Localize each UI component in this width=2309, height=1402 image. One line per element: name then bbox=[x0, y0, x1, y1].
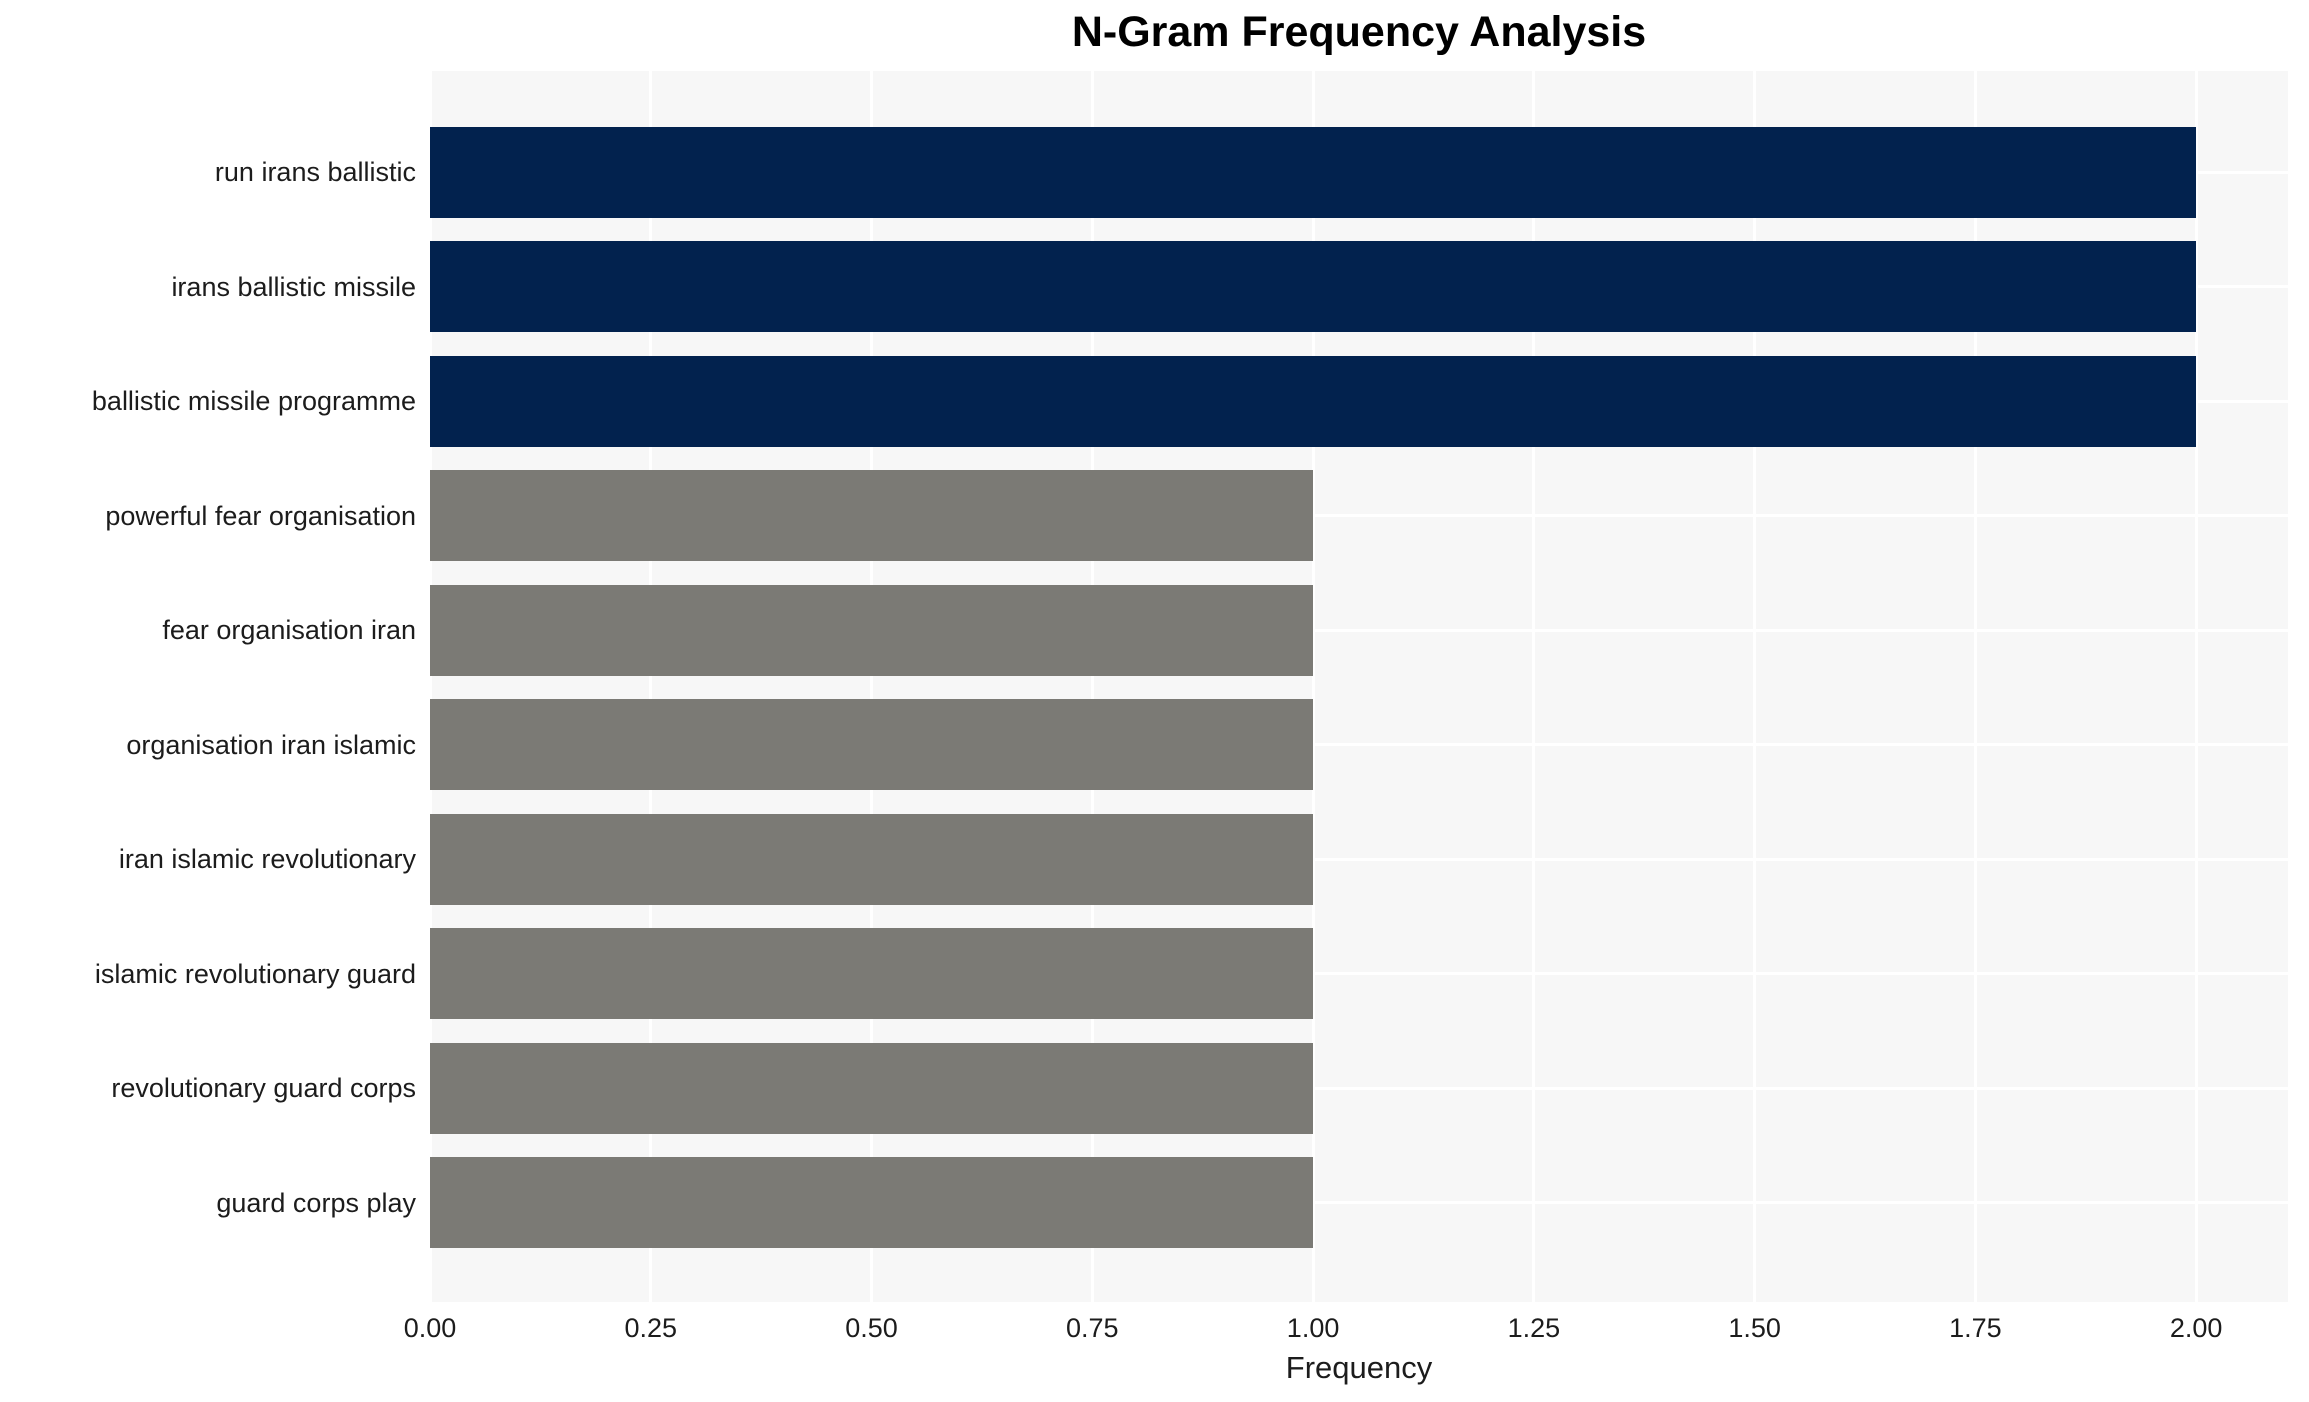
x-tick-label: 1.25 bbox=[1507, 1313, 1561, 1343]
x-gridline-1.50 bbox=[1753, 71, 1757, 1302]
x-gridline-2.00 bbox=[2194, 71, 2198, 1302]
y-gridline bbox=[430, 857, 2288, 861]
x-gridline-0.00 bbox=[428, 71, 432, 1302]
y-tick-label: islamic revolutionary guard bbox=[94, 958, 416, 989]
bar bbox=[430, 126, 2197, 218]
x-tick-label: 2.00 bbox=[2169, 1313, 2223, 1343]
bar bbox=[430, 355, 2197, 447]
x-gridline-1.25 bbox=[1532, 71, 1536, 1302]
x-tick-label: 0.00 bbox=[403, 1313, 457, 1343]
bar bbox=[430, 928, 1314, 1020]
y-tick-label: powerful fear organisation bbox=[105, 500, 416, 531]
y-tick-label: run irans ballistic bbox=[214, 157, 416, 187]
y-gridline bbox=[430, 1086, 2288, 1090]
y-tick-label: iran islamic revolutionary bbox=[118, 844, 416, 875]
x-gridline-0.75 bbox=[1090, 71, 1094, 1302]
x-tick-label: 0.50 bbox=[845, 1313, 898, 1343]
chart-title: N-Gram Frequency Analysis bbox=[1071, 8, 1647, 56]
y-tick-label: fear organisation iran bbox=[162, 615, 416, 646]
x-tick-label: 1.00 bbox=[1286, 1313, 1340, 1343]
bar bbox=[430, 1157, 1314, 1249]
x-gridline-1.75 bbox=[1973, 71, 1977, 1302]
x-tick-label: 1.75 bbox=[1949, 1313, 2002, 1343]
bar bbox=[430, 470, 1314, 562]
y-gridline bbox=[430, 514, 2288, 518]
x-gridline-0.50 bbox=[870, 71, 874, 1302]
y-gridline bbox=[430, 1201, 2288, 1205]
x-axis-title: Frequency bbox=[1285, 1350, 1433, 1385]
bar bbox=[430, 699, 1314, 791]
y-tick-label: ballistic missile programme bbox=[91, 386, 416, 417]
x-tick-label: 1.50 bbox=[1728, 1313, 1781, 1343]
x-tick-label: 0.75 bbox=[1066, 1313, 1119, 1343]
y-tick-label: organisation iran islamic bbox=[126, 729, 416, 760]
y-gridline bbox=[430, 628, 2288, 632]
y-gridline bbox=[430, 743, 2288, 747]
y-tick-label: guard corps play bbox=[216, 1187, 416, 1218]
bar bbox=[430, 584, 1314, 676]
x-gridline-1.00 bbox=[1311, 71, 1315, 1302]
x-tick-label: 0.25 bbox=[624, 1313, 678, 1343]
y-tick-label: irans ballistic missile bbox=[171, 271, 416, 302]
x-gridline-0.25 bbox=[649, 71, 653, 1302]
y-tick-label: revolutionary guard corps bbox=[111, 1073, 416, 1104]
y-gridline bbox=[430, 972, 2288, 976]
plot-area bbox=[428, 71, 2288, 1302]
bar bbox=[430, 813, 1314, 905]
bar bbox=[430, 241, 2197, 333]
bar bbox=[430, 1042, 1314, 1134]
